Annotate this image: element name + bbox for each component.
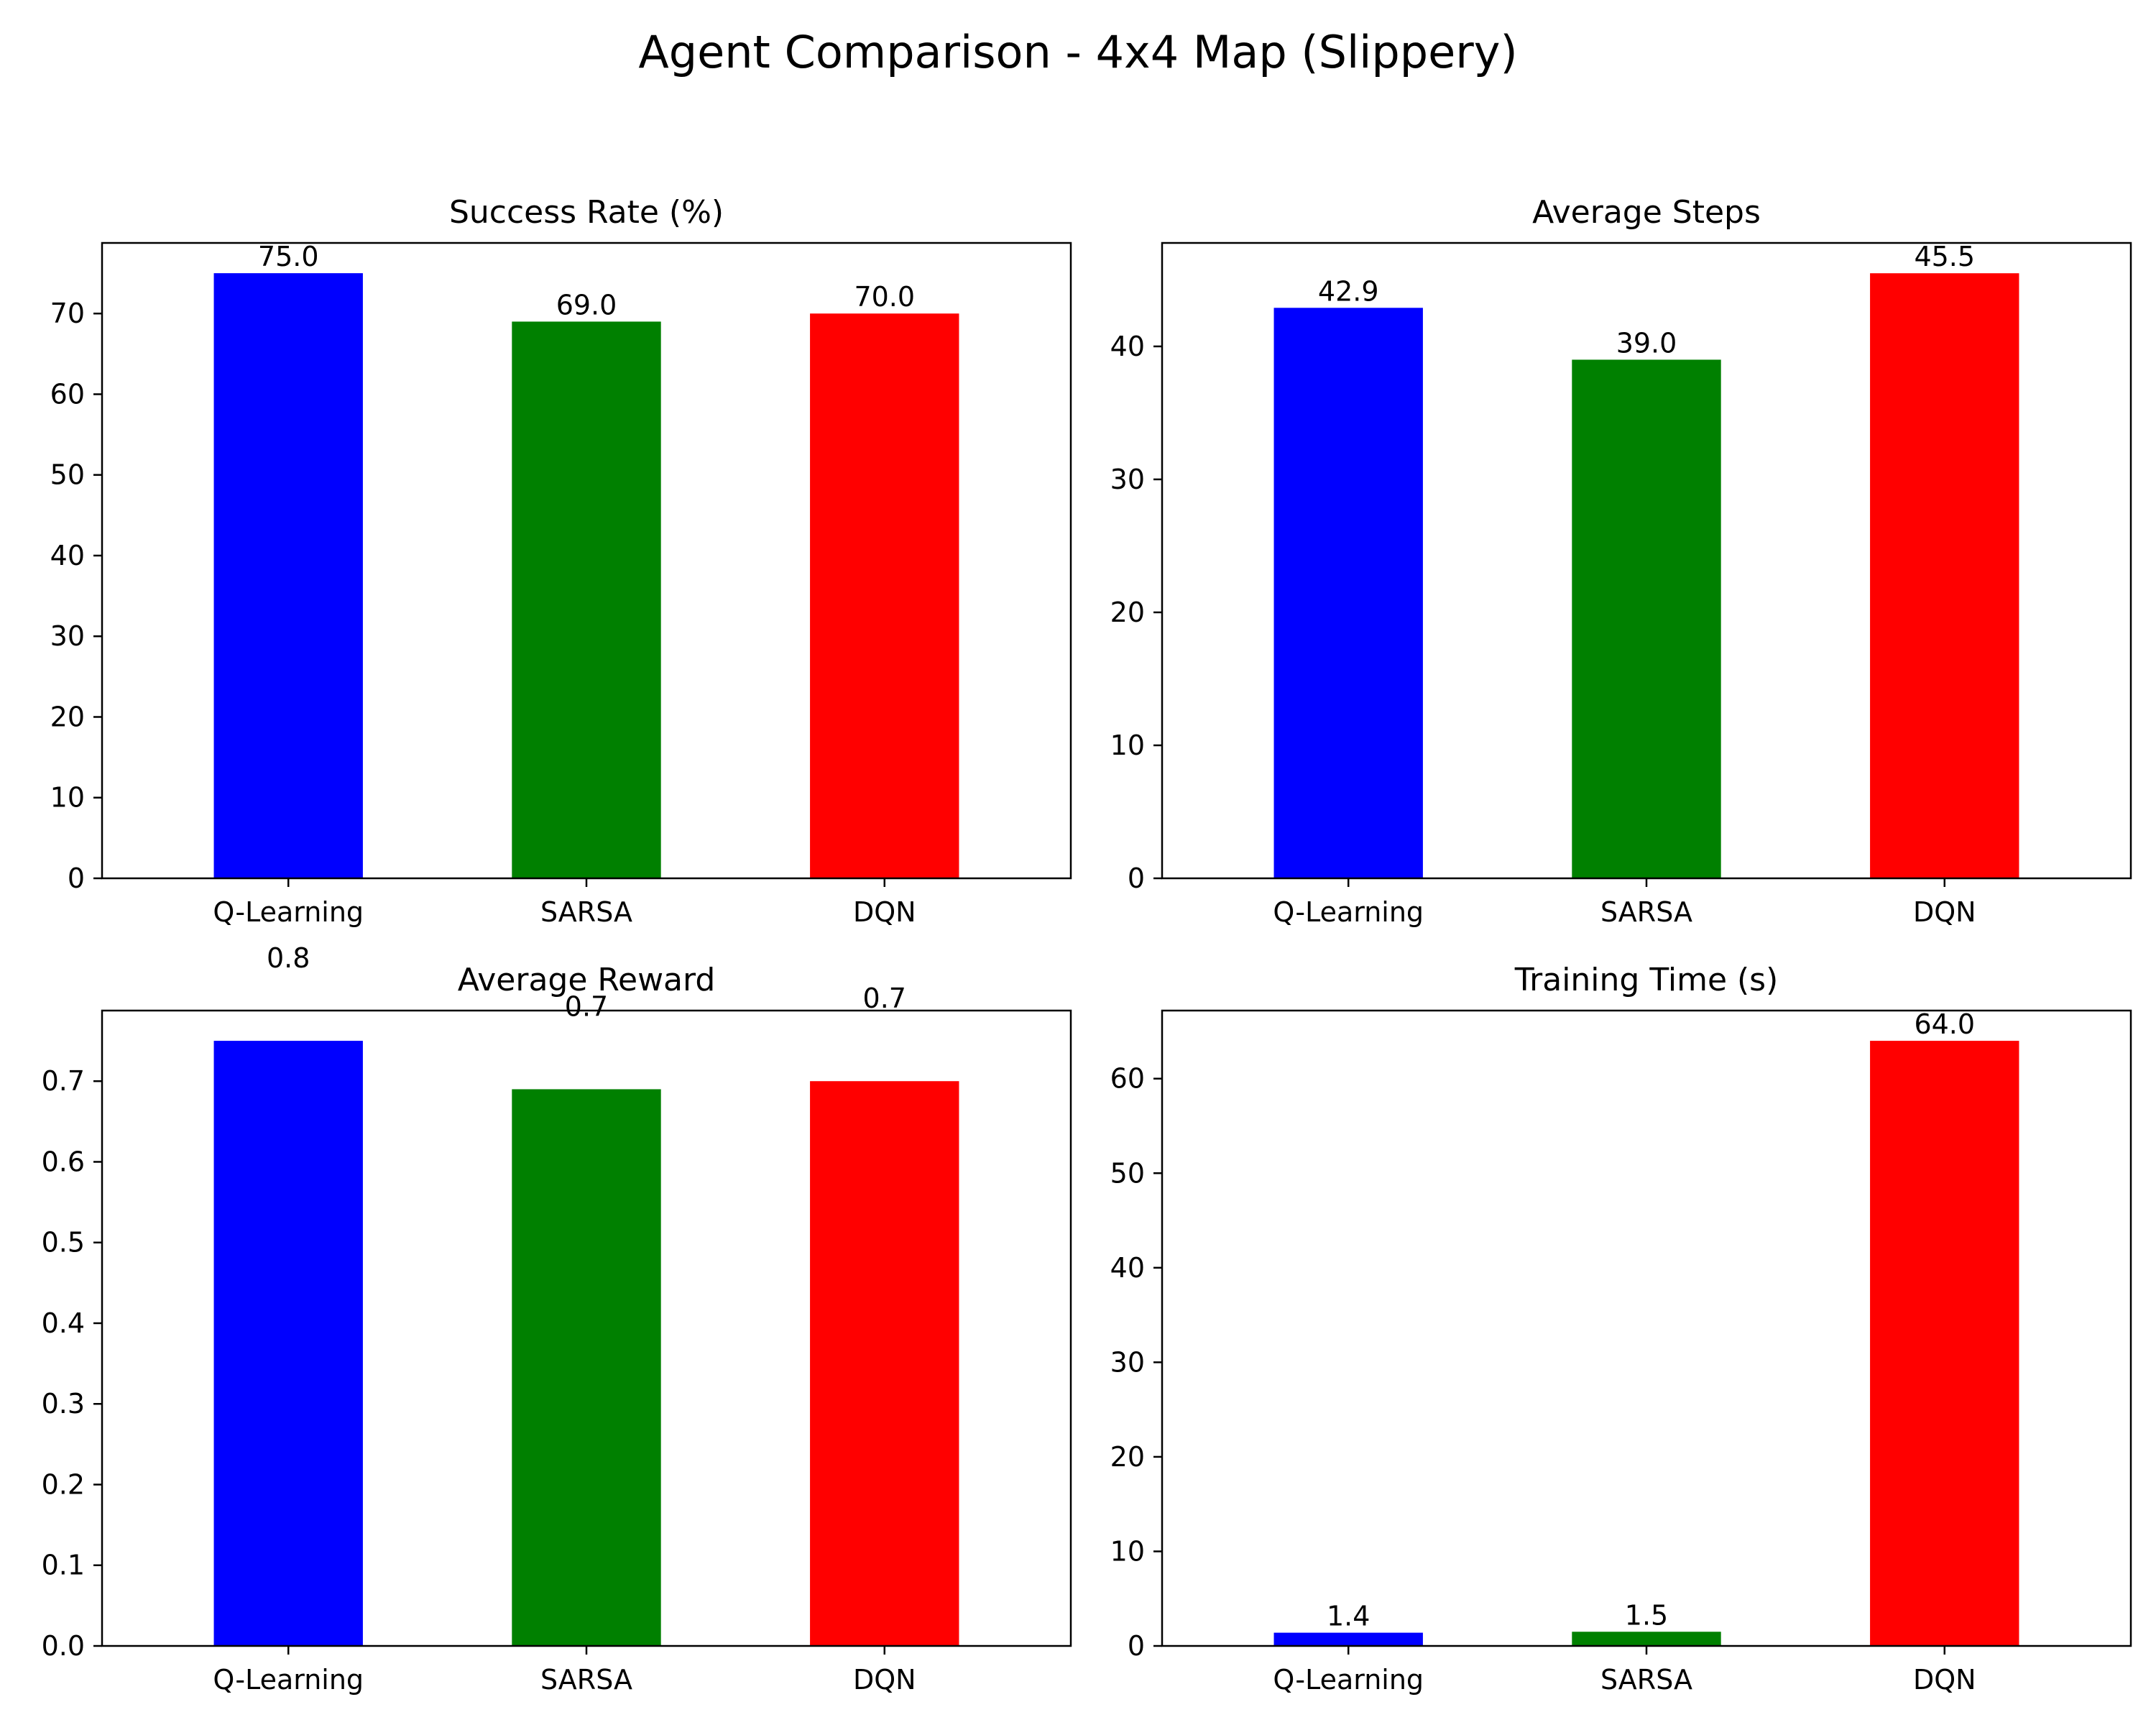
success-rate-data-label: 69.0 — [556, 289, 617, 321]
average-reward-data-label: 0.8 — [267, 942, 310, 974]
training-time-xtick-label: DQN — [1913, 1664, 1976, 1696]
average-reward-xtick-label: SARSA — [540, 1664, 632, 1696]
average-steps-bar-sarsa — [1572, 359, 1721, 878]
success-rate-data-label: 70.0 — [854, 281, 915, 313]
average-reward-ytick-label: 0.4 — [42, 1307, 85, 1339]
training-time-ytick-label: 60 — [1110, 1063, 1145, 1095]
average-steps-xtick-label: Q-Learning — [1273, 896, 1424, 928]
average-steps-xtick-label: SARSA — [1600, 896, 1692, 928]
success-rate-ytick-label: 0 — [68, 862, 85, 894]
average-reward-bar-q-learning — [213, 1041, 363, 1646]
average-reward-bar-dqn — [810, 1081, 959, 1646]
success-rate-ytick-label: 50 — [50, 459, 85, 491]
average-reward-data-label: 0.7 — [863, 983, 906, 1014]
average-reward-ytick-label: 0.7 — [42, 1065, 85, 1097]
training-time-ytick-label: 10 — [1110, 1535, 1145, 1567]
success-rate-bar-sarsa — [512, 321, 661, 878]
average-steps-ytick-label: 10 — [1110, 730, 1145, 761]
training-time-ytick-label: 0 — [1128, 1630, 1145, 1662]
average-steps-data-label: 45.5 — [1914, 241, 1975, 272]
average-reward-ytick-label: 0.2 — [42, 1468, 85, 1500]
average-reward-bar-sarsa — [512, 1089, 661, 1646]
average-reward-ytick-label: 0.5 — [42, 1227, 85, 1259]
average-reward-title: Average Reward — [458, 962, 716, 998]
average-steps-ytick-label: 20 — [1110, 597, 1145, 628]
average-reward-data-label: 0.7 — [565, 990, 608, 1022]
training-time-bar-sarsa — [1572, 1632, 1721, 1646]
success-rate-ytick-label: 20 — [50, 701, 85, 732]
average-steps-bar-dqn — [1870, 273, 2019, 878]
success-rate-ytick-label: 10 — [50, 782, 85, 814]
training-time-ytick-label: 30 — [1110, 1346, 1145, 1378]
success-rate-xtick-label: Q-Learning — [213, 896, 364, 928]
average-reward-xtick-label: Q-Learning — [213, 1664, 364, 1696]
average-reward-xtick-label: DQN — [853, 1664, 916, 1696]
average-steps-data-label: 39.0 — [1616, 327, 1677, 359]
success-rate-data-label: 75.0 — [258, 241, 319, 272]
subplot-average-reward: Average Reward 0.8 0.7 0.7 0.0 0.1 0.2 0.3 0.4 0.… — [42, 942, 1072, 1696]
success-rate-bar-dqn — [810, 313, 959, 878]
average-steps-title: Average Steps — [1532, 194, 1761, 231]
average-steps-ytick-label: 40 — [1110, 331, 1145, 362]
training-time-title: Training Time (s) — [1514, 962, 1779, 998]
success-rate-bar-q-learning — [213, 273, 363, 879]
figure-title: Agent Comparison - 4x4 Map (Slippery) — [638, 26, 1517, 78]
success-rate-xtick-label: DQN — [853, 896, 916, 928]
average-steps-bar-q-learning — [1273, 308, 1423, 879]
training-time-data-label: 1.4 — [1327, 1601, 1370, 1632]
training-time-ytick-label: 40 — [1110, 1252, 1145, 1284]
training-time-xtick-label: SARSA — [1600, 1664, 1692, 1696]
success-rate-ytick-label: 60 — [50, 378, 85, 410]
success-rate-ytick-label: 30 — [50, 620, 85, 652]
training-time-xtick-label: Q-Learning — [1273, 1664, 1424, 1696]
average-reward-ytick-label: 0.0 — [42, 1630, 85, 1662]
success-rate-ytick-label: 70 — [50, 298, 85, 329]
average-steps-data-label: 42.9 — [1318, 275, 1379, 307]
subplot-average-steps: Average Steps 42.9 39.0 45.5 0 10 20 30 40 Q-Lear… — [1110, 194, 2132, 928]
average-steps-ytick-label: 30 — [1110, 464, 1145, 495]
training-time-bar-dqn — [1870, 1041, 2019, 1646]
average-reward-ytick-label: 0.1 — [42, 1550, 85, 1581]
subplot-success-rate: Success Rate (%) 75.0 69.0 70.0 0 10 20 30 40 50 6… — [50, 194, 1072, 928]
average-reward-ytick-label: 0.3 — [42, 1388, 85, 1420]
training-time-ytick-label: 50 — [1110, 1157, 1145, 1189]
subplot-training-time: Training Time (s) 1.4 1.5 64.0 0 10 20 30 40 50 60… — [1110, 962, 2132, 1696]
training-time-data-label: 1.5 — [1625, 1599, 1668, 1631]
success-rate-title: Success Rate (%) — [449, 194, 724, 231]
training-time-ytick-label: 20 — [1110, 1441, 1145, 1473]
average-steps-xtick-label: DQN — [1913, 896, 1976, 928]
training-time-data-label: 64.0 — [1914, 1008, 1975, 1040]
training-time-bar-q-learning — [1273, 1632, 1423, 1646]
average-reward-ytick-label: 0.6 — [42, 1146, 85, 1177]
success-rate-ytick-label: 40 — [50, 540, 85, 571]
average-steps-ytick-label: 0 — [1128, 862, 1145, 894]
success-rate-xtick-label: SARSA — [540, 896, 632, 928]
